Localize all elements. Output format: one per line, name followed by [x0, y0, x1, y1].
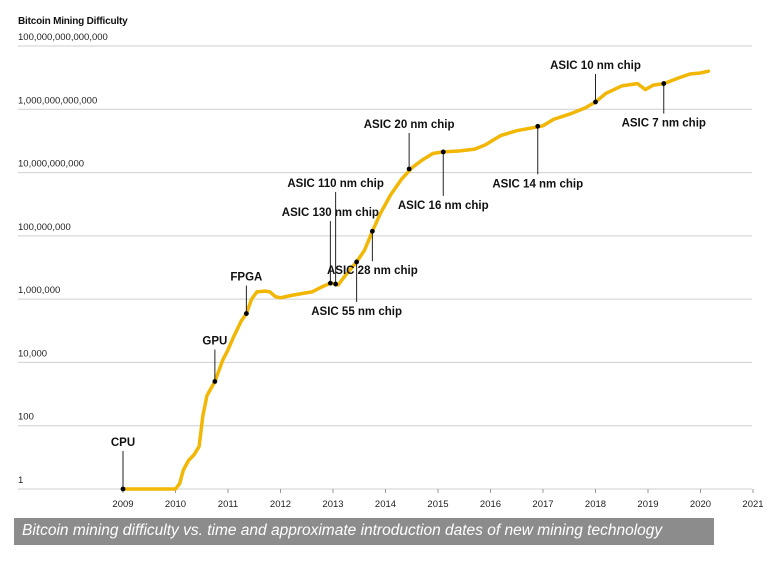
annotation-dot: [440, 149, 446, 155]
x-axis-tick-labels: 2009 2010 2011 2012 2013 2014 2015 2016 2017 2018…: [112, 489, 764, 510]
x-tick-label: 2014: [375, 499, 396, 510]
x-tick-label: 2012: [270, 499, 291, 510]
annotation-label: ASIC 20 nm chip: [364, 119, 455, 131]
x-tick-label: 2013: [322, 499, 343, 510]
annotation-label: ASIC 130 nm chip: [282, 207, 379, 219]
annotation-dot: [354, 259, 360, 265]
caption-bar: Bitcoin mining difficulty vs. time and a…: [14, 518, 714, 545]
annotation-label: ASIC 7 nm chip: [622, 118, 706, 130]
y-tick-label: 100,000,000: [18, 222, 71, 233]
annotation-label: ASIC 28 nm chip: [327, 265, 418, 277]
x-tick-label: 2021: [742, 499, 763, 510]
difficulty-line: [121, 69, 711, 491]
chart-title: Bitcoin Mining Difficulty: [18, 16, 128, 27]
x-tick-label: 2019: [637, 499, 658, 510]
x-tick-label: 2010: [165, 499, 186, 510]
x-tick-label: 2011: [218, 499, 238, 510]
annotation-dot: [593, 99, 598, 105]
annotation-dot: [535, 123, 541, 129]
y-axis-tick-labels: 1 100 10,000 1,000,000 100,000,000 10,000,000…: [18, 32, 108, 486]
annotations-layer: CPU GPU FPGA ASIC 130 nm chip ASIC 110 nm ch…: [111, 60, 706, 492]
y-tick-label: 10,000: [18, 348, 47, 359]
series-layer: [121, 69, 711, 491]
annotation-dot: [406, 166, 412, 172]
x-tick-label: 2017: [532, 499, 553, 510]
annotation-dot: [327, 280, 333, 286]
annotation-dot: [333, 281, 339, 287]
annotation-label: ASIC 110 nm chip: [287, 178, 384, 190]
annotation-dot: [212, 379, 218, 384]
difficulty-chart: Bitcoin Mining Difficulty 1 100 10,000 1,00…: [18, 16, 764, 510]
annotation-dot: [243, 311, 249, 316]
annotation-label: ASIC 14 nm chip: [492, 178, 583, 190]
figure-caption: Bitcoin mining difficulty vs. time and a…: [22, 522, 663, 539]
annotation-dot: [661, 81, 667, 86]
y-tick-label: 100,000,000,000,000: [18, 32, 108, 43]
x-tick-label: 2020: [690, 499, 711, 510]
annotation-label: GPU: [202, 335, 227, 347]
x-tick-label: 2018: [585, 499, 606, 510]
x-tick-label: 2015: [427, 499, 448, 510]
annotation-label: ASIC 16 nm chip: [398, 200, 489, 212]
annotation-label: ASIC 10 nm chip: [550, 60, 641, 72]
y-tick-label: 10,000,000,000: [18, 159, 84, 170]
annotation-label: FPGA: [230, 272, 262, 284]
y-tick-label: 100: [18, 412, 34, 423]
annotation-dot: [369, 228, 375, 234]
annotation-label: ASIC 55 nm chip: [311, 306, 402, 318]
x-tick-label: 2009: [112, 499, 133, 510]
y-tick-label: 1,000,000,000,000: [18, 95, 97, 106]
annotation-dot: [120, 486, 126, 492]
y-tick-label: 1,000,000: [18, 285, 60, 296]
x-tick-label: 2016: [480, 499, 501, 510]
annotation-label: CPU: [111, 437, 135, 449]
y-tick-label: 1: [18, 475, 23, 486]
grid-lines: [18, 45, 752, 490]
